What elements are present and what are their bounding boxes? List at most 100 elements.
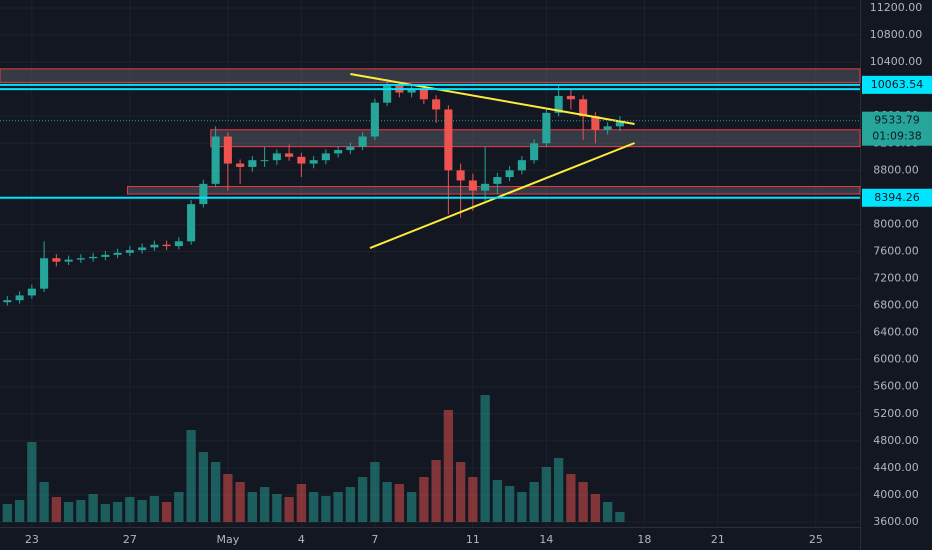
volume-bar [247,492,258,522]
volume-bar [468,477,478,522]
candle-body [40,258,49,289]
candle-body [456,170,465,181]
volume-bar [14,500,25,522]
x-tick-label: 25 [809,533,823,546]
candle-body [3,300,12,303]
volume-bar [370,462,380,522]
candle-body [52,258,61,262]
volume-bar [27,442,37,522]
volume-bar [321,496,331,522]
volume-bar [590,494,601,522]
x-tick-label: 23 [25,533,39,546]
x-tick-label: 18 [637,533,651,546]
volume-bar [88,494,98,522]
volume-bar [112,502,123,522]
volume-bar [296,484,307,522]
x-tick-label: May [216,533,239,546]
y-tick-label: 4000.00 [873,488,919,501]
volume-bar [2,504,13,522]
zone [0,68,861,83]
x-tick-label: 14 [539,533,553,546]
candle-body [444,109,453,171]
zone [126,186,861,195]
candle-body [542,112,551,144]
candle-body [113,252,122,255]
y-tick-label: 6000.00 [873,353,919,366]
x-tick-label: 4 [298,533,305,546]
candle-body [346,146,355,151]
last-price-label: 9533.79 [874,114,920,127]
volume-bar [186,430,196,522]
volume-bar [602,502,613,522]
x-tick-label: 11 [466,533,480,546]
volume-bar [615,512,625,522]
volume-bar [443,410,454,522]
volume-bar [394,484,405,522]
candle-body [174,241,183,247]
candle-body [383,85,392,103]
trendline [369,142,635,249]
candle-body [309,160,318,164]
last-price-bg [862,111,932,146]
volume-bar [272,494,282,522]
candle-body [101,254,110,257]
volume-bar [517,492,527,522]
candle-body [27,288,36,296]
candle-body [272,153,281,161]
volume-bar [76,500,86,522]
volume-bar [504,486,515,522]
candle-body [419,89,428,100]
volume-bar [578,482,588,522]
candle-body [554,95,563,113]
y-tick-label: 5200.00 [873,407,919,420]
volume-bar [357,477,368,522]
candle-body [432,99,441,110]
volume-bar [480,395,490,522]
candle-body [89,256,98,259]
candle-body [517,160,526,171]
volume-bar [51,497,62,522]
volume-bar [235,482,245,522]
volume-bar [308,492,319,522]
volume-bar [333,492,343,522]
candle-body [223,136,232,164]
level-label: 8394.26 [874,191,920,204]
candle-body [248,160,257,167]
level-label: 10063.54 [871,78,924,91]
y-tick-label: 6800.00 [873,299,919,312]
volume-bar [198,452,209,522]
candle-body [566,95,575,100]
candle-body [321,153,330,161]
candle-body [358,136,367,147]
y-tick-label: 3600.00 [873,515,919,528]
candle-body [199,183,208,205]
candle-body [407,89,416,93]
volume-bar [259,487,270,522]
y-tick-label: 6400.00 [873,326,919,339]
level-label-bg [862,75,932,94]
y-tick-label: 7600.00 [873,244,919,257]
candle-body [493,177,502,184]
candle-body [615,120,624,127]
volume-bar [100,504,111,522]
volume-bar [39,482,49,522]
volume-bar [161,502,172,522]
y-tick-label: 7200.00 [873,272,919,285]
candle-body [150,244,159,248]
candle-body [481,183,490,191]
volume-bar [223,474,233,522]
volume-bar [406,492,417,522]
y-tick-label: 10800.00 [870,28,923,41]
y-tick-label: 8000.00 [873,217,919,230]
candle-body [530,143,539,161]
volume-bar [419,477,429,522]
x-tick-label: 7 [371,533,378,546]
volume-bar [553,458,564,522]
y-tick-label: 8800.00 [873,163,919,176]
y-tick-label: 4400.00 [873,461,919,474]
volume-bar [455,462,466,522]
candle-body [591,116,600,130]
